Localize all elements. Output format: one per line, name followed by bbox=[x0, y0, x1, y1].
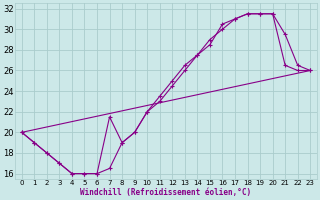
X-axis label: Windchill (Refroidissement éolien,°C): Windchill (Refroidissement éolien,°C) bbox=[80, 188, 252, 197]
